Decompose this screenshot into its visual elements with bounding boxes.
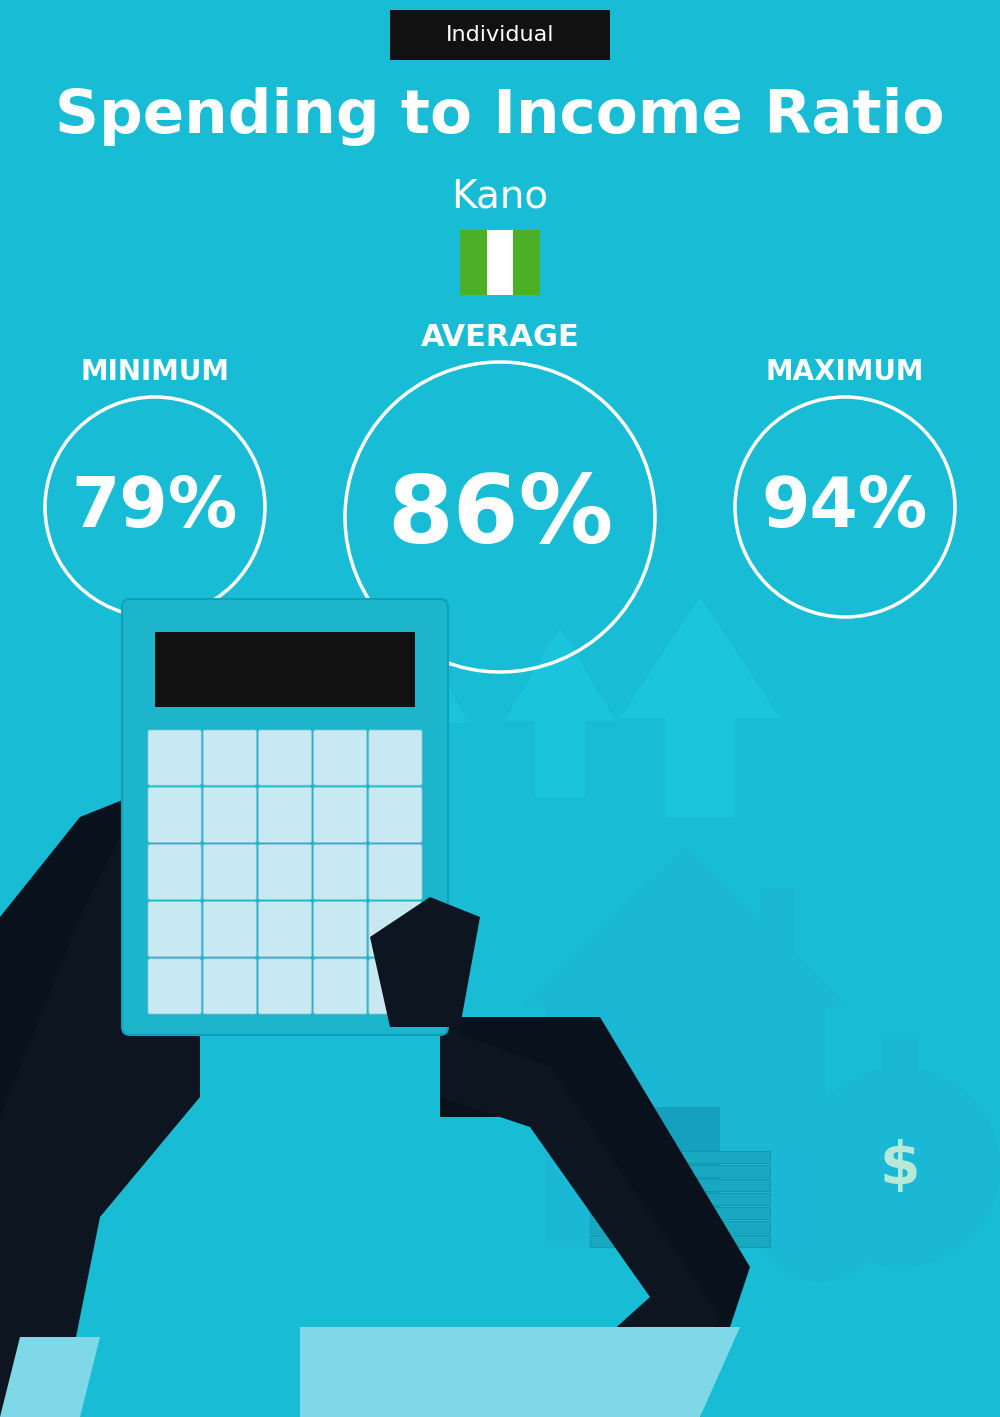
Polygon shape: [520, 847, 850, 1007]
Polygon shape: [0, 1338, 100, 1417]
Bar: [650, 1107, 720, 1247]
Polygon shape: [370, 897, 480, 1027]
Text: Spending to Income Ratio: Spending to Income Ratio: [55, 88, 945, 146]
FancyBboxPatch shape: [203, 901, 256, 956]
FancyBboxPatch shape: [203, 788, 256, 842]
Bar: [390, 10, 610, 60]
Bar: [460, 230, 487, 295]
FancyBboxPatch shape: [203, 845, 256, 900]
Text: MAXIMUM: MAXIMUM: [766, 359, 924, 385]
Bar: [882, 1037, 918, 1073]
Text: Kano: Kano: [451, 179, 549, 215]
Text: Individual: Individual: [446, 26, 554, 45]
Bar: [590, 1207, 770, 1219]
Bar: [590, 1165, 770, 1178]
FancyBboxPatch shape: [258, 845, 312, 900]
Circle shape: [800, 1067, 1000, 1267]
FancyBboxPatch shape: [203, 959, 256, 1015]
Polygon shape: [440, 1017, 750, 1417]
FancyBboxPatch shape: [369, 845, 422, 900]
Bar: [760, 887, 795, 956]
Text: MINIMUM: MINIMUM: [80, 359, 230, 385]
Polygon shape: [505, 626, 615, 796]
FancyBboxPatch shape: [203, 730, 256, 785]
FancyBboxPatch shape: [258, 788, 312, 842]
FancyBboxPatch shape: [314, 788, 367, 842]
Text: $: $: [880, 1138, 920, 1196]
FancyBboxPatch shape: [155, 632, 415, 707]
FancyBboxPatch shape: [314, 959, 367, 1015]
FancyBboxPatch shape: [148, 788, 201, 842]
FancyBboxPatch shape: [258, 959, 312, 1015]
FancyBboxPatch shape: [369, 959, 422, 1015]
FancyBboxPatch shape: [122, 599, 448, 1034]
Bar: [590, 1221, 770, 1233]
FancyBboxPatch shape: [314, 901, 367, 956]
Bar: [590, 1236, 770, 1247]
Polygon shape: [300, 1326, 740, 1417]
FancyBboxPatch shape: [148, 959, 201, 1015]
FancyBboxPatch shape: [369, 788, 422, 842]
FancyBboxPatch shape: [314, 730, 367, 785]
Circle shape: [755, 1152, 885, 1282]
FancyBboxPatch shape: [314, 845, 367, 900]
FancyBboxPatch shape: [369, 901, 422, 956]
Bar: [590, 1193, 770, 1204]
FancyBboxPatch shape: [369, 730, 422, 785]
Text: 86%: 86%: [387, 470, 613, 563]
Bar: [590, 1151, 770, 1163]
FancyBboxPatch shape: [258, 901, 312, 956]
FancyBboxPatch shape: [148, 845, 201, 900]
Bar: [808, 1132, 832, 1158]
Polygon shape: [390, 657, 470, 777]
Polygon shape: [620, 597, 780, 818]
FancyBboxPatch shape: [258, 730, 312, 785]
Polygon shape: [0, 796, 130, 1417]
Text: 79%: 79%: [72, 473, 238, 540]
Text: AVERAGE: AVERAGE: [421, 323, 579, 351]
Bar: [513, 230, 540, 295]
FancyBboxPatch shape: [148, 901, 201, 956]
Bar: [487, 230, 513, 295]
Bar: [590, 1179, 770, 1192]
FancyBboxPatch shape: [148, 730, 201, 785]
Polygon shape: [300, 1027, 720, 1417]
Polygon shape: [0, 818, 200, 1417]
Bar: [545, 1007, 825, 1247]
Text: 94%: 94%: [762, 473, 928, 540]
